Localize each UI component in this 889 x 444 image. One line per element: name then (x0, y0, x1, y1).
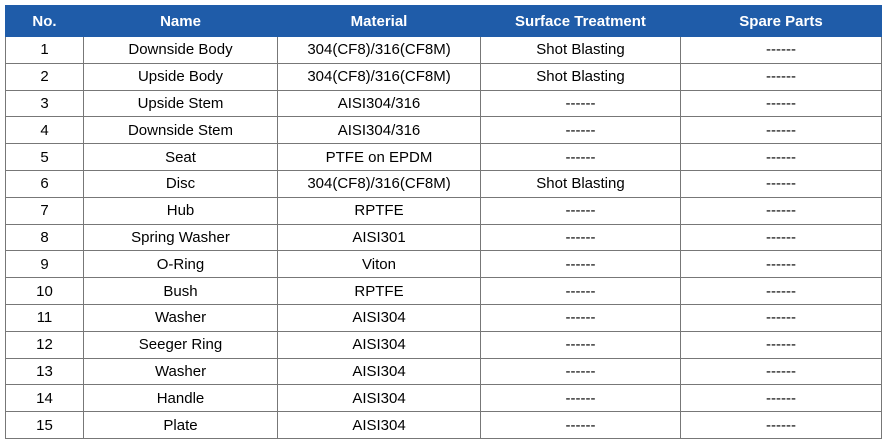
table-cell: AISI304/316 (277, 89, 481, 118)
table-row: 14 Handle AISI304 ------ ------ (5, 384, 882, 413)
table-cell: Hub (83, 196, 278, 225)
table-cell: ------ (680, 89, 882, 118)
table-cell: Seeger Ring (83, 330, 278, 359)
table-cell: ------ (480, 116, 681, 145)
header-cell: Surface Treatment (480, 5, 681, 37)
table-cell: ------ (680, 169, 882, 198)
table-cell: 2 (5, 62, 84, 91)
table-cell: Plate (83, 411, 278, 439)
parts-table: No. Name Material Surface Treatment Spare Pa… (5, 5, 882, 439)
table-row: 7 Hub RPTFE ------ ------ (5, 196, 882, 225)
table-row: 9 O-Ring Viton ------ ------ (5, 250, 882, 279)
table-cell: 14 (5, 384, 84, 413)
table-cell: ------ (680, 223, 882, 252)
table-cell: PTFE on EPDM (277, 143, 481, 171)
header-cell: Name (83, 5, 278, 37)
table-cell: Shot Blasting (480, 169, 681, 198)
table-cell: ------ (680, 250, 882, 279)
table-row: 12 Seeger Ring AISI304 ------ ------ (5, 330, 882, 359)
table-cell: O-Ring (83, 250, 278, 279)
table-cell: ------ (680, 357, 882, 386)
table-cell: Upside Stem (83, 89, 278, 118)
table-cell: 9 (5, 250, 84, 279)
table-cell: ------ (480, 196, 681, 225)
table-cell: Downside Stem (83, 116, 278, 145)
table-cell: 5 (5, 143, 84, 171)
table-cell: 304(CF8)/316(CF8M) (277, 62, 481, 91)
table-row: 6 Disc 304(CF8)/316(CF8M) Shot Blasting ----… (5, 169, 882, 198)
table-row: 10 Bush RPTFE ------ ------ (5, 277, 882, 305)
table-cell: Handle (83, 384, 278, 413)
table-cell: ------ (480, 384, 681, 413)
table-cell: 12 (5, 330, 84, 359)
table-cell: AISI304 (277, 411, 481, 439)
table-cell: 4 (5, 116, 84, 145)
header-cell: No. (5, 5, 84, 37)
table-cell: ------ (680, 62, 882, 91)
table-cell: ------ (480, 303, 681, 332)
table-cell: ------ (680, 196, 882, 225)
table-body: 1 Downside Body 304(CF8)/316(CF8M) Shot Bla… (5, 36, 882, 439)
table-cell: Disc (83, 169, 278, 198)
table-cell: AISI304 (277, 330, 481, 359)
table-row: 3 Upside Stem AISI304/316 ------ ------ (5, 89, 882, 118)
table-row: 2 Upside Body 304(CF8)/316(CF8M) Shot Blast… (5, 62, 882, 91)
table-row: 15 Plate AISI304 ------ ------ (5, 411, 882, 439)
table-cell: ------ (680, 303, 882, 332)
table-cell: 6 (5, 169, 84, 198)
table-cell: ------ (480, 250, 681, 279)
table-cell: Bush (83, 277, 278, 305)
table-cell: ------ (680, 384, 882, 413)
header-cell: Spare Parts (680, 5, 882, 37)
table-cell: ------ (480, 357, 681, 386)
table-cell: 13 (5, 357, 84, 386)
table-cell: ------ (480, 143, 681, 171)
table-cell: AISI304 (277, 357, 481, 386)
table-cell: Seat (83, 143, 278, 171)
table-row: 1 Downside Body 304(CF8)/316(CF8M) Shot Bla… (5, 36, 882, 64)
table-cell: 1 (5, 36, 84, 64)
table-row: 13 Washer AISI304 ------ ------ (5, 357, 882, 386)
table-cell: Washer (83, 303, 278, 332)
table-row: 11 Washer AISI304 ------ ------ (5, 303, 882, 332)
table-cell: Upside Body (83, 62, 278, 91)
table-row: 5 Seat PTFE on EPDM ------ ------ (5, 143, 882, 171)
table-cell: ------ (480, 223, 681, 252)
table-cell: AISI304 (277, 303, 481, 332)
table-cell: ------ (480, 330, 681, 359)
table-cell: 304(CF8)/316(CF8M) (277, 36, 481, 64)
table-cell: ------ (680, 36, 882, 64)
table-cell: Shot Blasting (480, 62, 681, 91)
table-cell: ------ (680, 116, 882, 145)
table-cell: Washer (83, 357, 278, 386)
header-cell: Material (277, 5, 481, 37)
table-row: 8 Spring Washer AISI301 ------ ------ (5, 223, 882, 252)
table-cell: AISI304/316 (277, 116, 481, 145)
table-cell: ------ (680, 277, 882, 305)
table-cell: Downside Body (83, 36, 278, 64)
header-row: No. Name Material Surface Treatment Spare Pa… (5, 5, 882, 37)
table-cell: 304(CF8)/316(CF8M) (277, 169, 481, 198)
table-cell: ------ (680, 143, 882, 171)
table-cell: 8 (5, 223, 84, 252)
table-cell: RPTFE (277, 277, 481, 305)
table-cell: ------ (480, 277, 681, 305)
table-cell: 10 (5, 277, 84, 305)
table-cell: AISI301 (277, 223, 481, 252)
table-cell: ------ (680, 411, 882, 439)
table-cell: 11 (5, 303, 84, 332)
table-cell: Viton (277, 250, 481, 279)
table-cell: 7 (5, 196, 84, 225)
table-cell: Spring Washer (83, 223, 278, 252)
table-cell: ------ (680, 330, 882, 359)
table-cell: AISI304 (277, 384, 481, 413)
table-cell: 3 (5, 89, 84, 118)
table-cell: ------ (480, 411, 681, 439)
table-cell: RPTFE (277, 196, 481, 225)
table-cell: 15 (5, 411, 84, 439)
table-row: 4 Downside Stem AISI304/316 ------ ------ (5, 116, 882, 145)
table-cell: Shot Blasting (480, 36, 681, 64)
table-cell: ------ (480, 89, 681, 118)
